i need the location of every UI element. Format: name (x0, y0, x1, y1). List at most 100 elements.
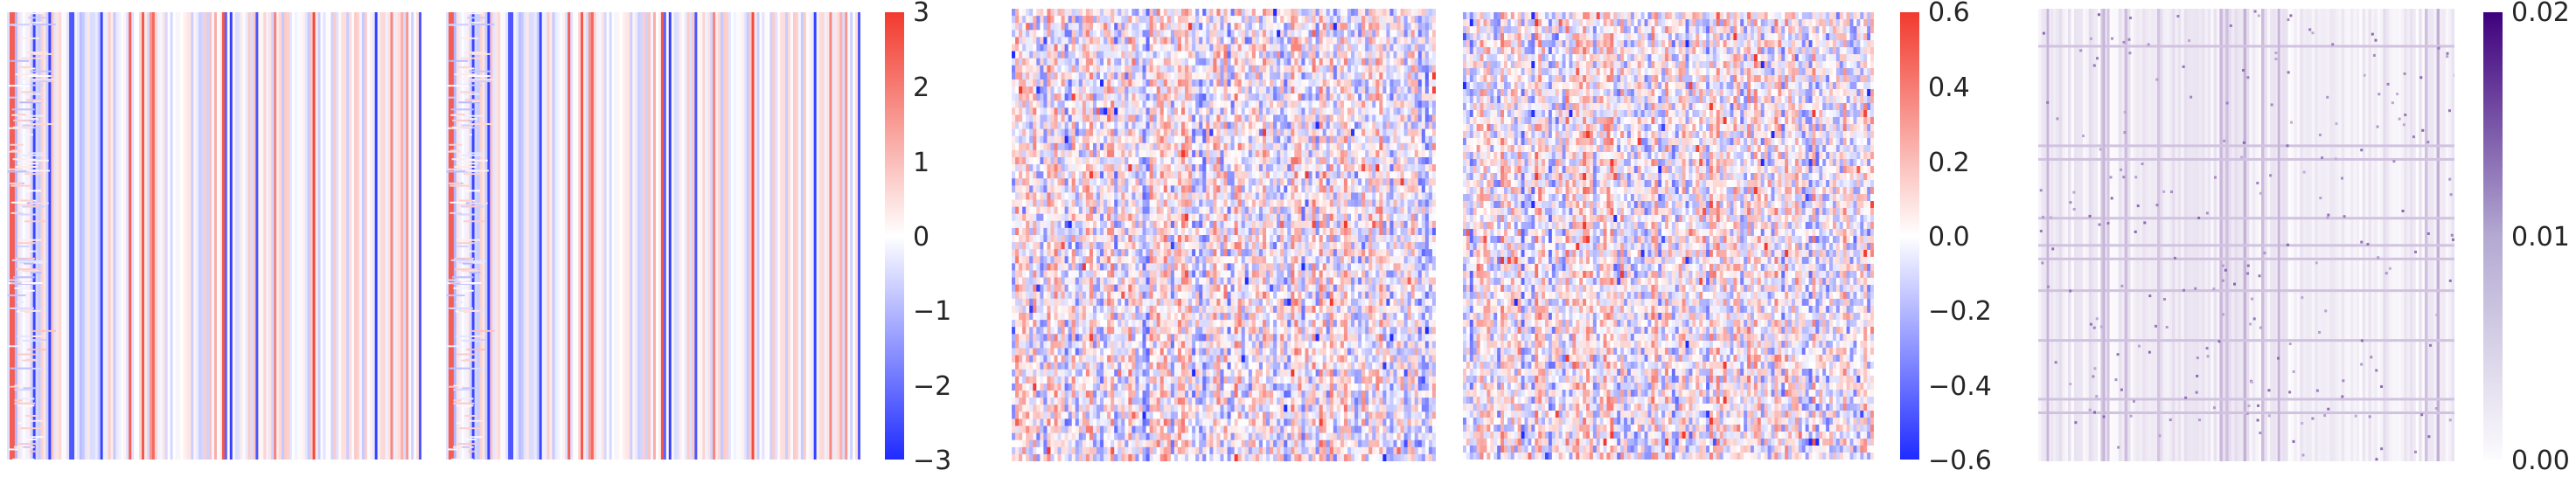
heatmap-cell (1206, 9, 1210, 17)
heatmap-cell (1428, 227, 1433, 236)
heatmap-cell (1400, 72, 1405, 80)
heatmap-cell (1050, 142, 1055, 151)
heatmap-cell (1291, 107, 1295, 115)
heatmap-cell (1149, 65, 1154, 73)
heatmap-cell (1347, 171, 1352, 179)
heatmap-cell (1294, 100, 1298, 108)
heatmap-cell (1177, 242, 1182, 250)
heatmap-cell (1251, 51, 1257, 59)
heatmap-cell (1216, 149, 1221, 158)
heatmap-cell (1305, 121, 1309, 129)
heatmap-cell (1315, 135, 1320, 144)
heatmap-cell (1026, 37, 1030, 45)
heatmap-cell (1382, 135, 1387, 144)
heatmap-cell (1156, 114, 1161, 122)
heatmap-column (56, 12, 59, 460)
heatmap-cell (1298, 23, 1302, 31)
heatmap-cell (1054, 93, 1058, 101)
heatmap-cell (1202, 142, 1207, 151)
heatmap-cell (1284, 178, 1288, 186)
heatmap-cell (1372, 79, 1376, 87)
heatmap-cell (1061, 171, 1066, 179)
heatmap-cell (1375, 44, 1380, 52)
heatmap-column (159, 12, 164, 460)
heatmap-cell (1185, 135, 1189, 144)
heatmap-cell (1333, 164, 1338, 172)
heatmap-cell (1163, 178, 1168, 186)
heatmap-column (146, 12, 150, 460)
heatmap-cell (1400, 16, 1405, 24)
heatmap-column (336, 12, 339, 460)
heatmap-column (474, 12, 477, 460)
heatmap-cell (1315, 30, 1320, 38)
heatmap-cell (1284, 213, 1288, 222)
heatmap-cell (1121, 114, 1125, 122)
heatmap-column (751, 12, 755, 460)
heatmap-cell (1347, 9, 1352, 17)
heatmap-cell (1379, 30, 1383, 38)
heatmap-cell (1104, 185, 1108, 193)
heatmap-cell (1050, 107, 1055, 115)
heatmap-cell (1015, 107, 1020, 115)
heatmap-cell (1258, 9, 1264, 17)
heatmap-cell (1241, 199, 1246, 208)
heatmap-cell (1177, 235, 1182, 243)
heatmap-cell (1417, 121, 1423, 129)
heatmap-column (554, 12, 558, 460)
heatmap-cell (1400, 107, 1405, 115)
heatmap-cell (1068, 164, 1073, 172)
heatmap-cell (1375, 164, 1380, 172)
heatmap-cell (1092, 213, 1097, 222)
heatmap-cell (1368, 192, 1373, 200)
heatmap-cell (1216, 171, 1221, 179)
heatmap-cell (1040, 72, 1044, 80)
heatmap-cell (1393, 213, 1397, 222)
heatmap-cell (1351, 58, 1355, 66)
heatmap-cell (1322, 65, 1327, 73)
heatmap-cell (1192, 206, 1196, 215)
heatmap-cell (1029, 156, 1034, 165)
heatmap-cell (1386, 156, 1390, 165)
heatmap-cell (1403, 114, 1409, 122)
heatmap-cell (1223, 156, 1228, 165)
heatmap-cell (1234, 164, 1239, 172)
heatmap-cell (1424, 16, 1430, 24)
heatmap-cell (1206, 227, 1210, 236)
heatmap-cell (1050, 58, 1055, 66)
heatmap-cell (1068, 220, 1073, 229)
heatmap-cell (1110, 149, 1115, 158)
heatmap-cell (446, 150, 462, 153)
heatmap-cell (1255, 171, 1260, 179)
heatmap-cell (1145, 9, 1151, 17)
heatmap-cell (1092, 249, 1097, 257)
heatmap-cell (1050, 93, 1055, 101)
heatmap-cell (1114, 16, 1118, 24)
heatmap-cell (1213, 135, 1217, 144)
heatmap-cell (1075, 51, 1080, 59)
heatmap-cell (1266, 199, 1271, 208)
heatmap-cell (1188, 30, 1193, 38)
heatmap-cell (1156, 58, 1161, 66)
heatmap-column (419, 12, 421, 460)
heatmap-cell (1329, 256, 1334, 264)
heatmap-cell (1135, 107, 1139, 115)
heatmap-column (805, 12, 810, 460)
heatmap-cell (1336, 58, 1341, 66)
heatmap-cell (1431, 65, 1436, 73)
heatmap-column (536, 12, 540, 460)
heatmap-cell (1400, 164, 1405, 172)
heatmap-cell (1414, 79, 1419, 87)
heatmap-cell (1277, 213, 1281, 222)
heatmap-cell (1354, 206, 1359, 215)
heatmap-column (374, 12, 379, 460)
heatmap-cell (1340, 37, 1345, 45)
heatmap-cell (1234, 185, 1239, 193)
heatmap-cell (1177, 227, 1182, 236)
heatmap-cell (1230, 178, 1236, 186)
heatmap-cell (460, 91, 475, 93)
heatmap-cell (1298, 164, 1302, 172)
heatmap-column (250, 12, 254, 460)
heatmap-cell (1358, 192, 1362, 200)
heatmap-cell (1107, 206, 1111, 215)
heatmap-cell (11, 259, 35, 261)
